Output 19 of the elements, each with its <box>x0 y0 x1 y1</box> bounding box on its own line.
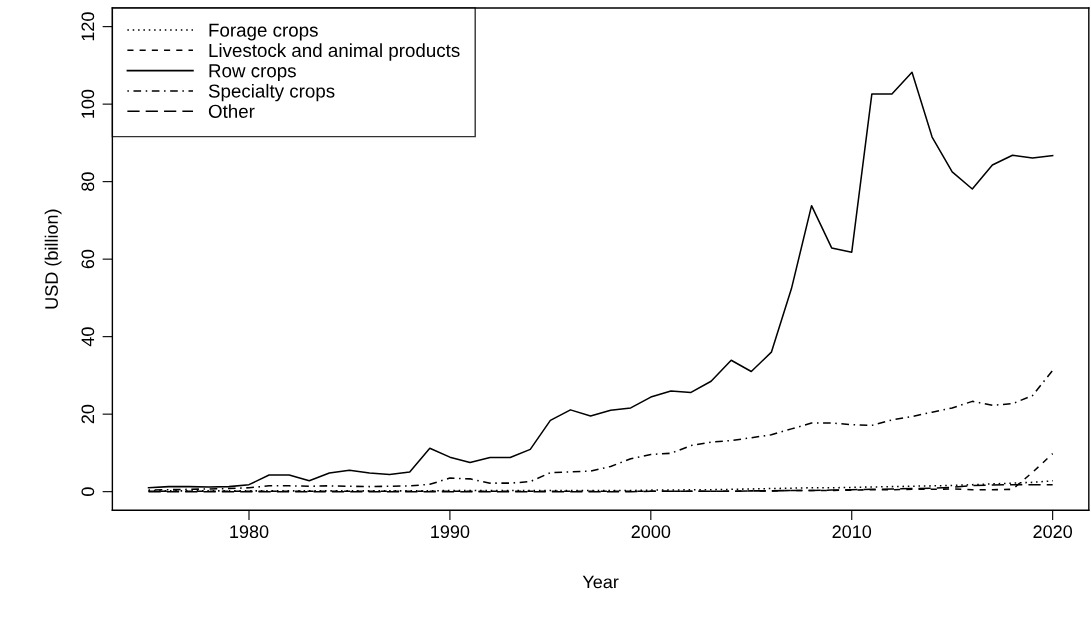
x-tick-label: 2020 <box>1033 525 1073 539</box>
y-tick-label: 80 <box>81 172 95 191</box>
x-axis-title: Year <box>582 575 619 589</box>
legend-label: Livestock and animal products <box>209 43 460 61</box>
y-tick-label: 20 <box>81 404 95 424</box>
x-tick-label: 2000 <box>631 525 671 539</box>
y-tick-label: 60 <box>81 249 95 269</box>
x-tick-label: 1980 <box>230 525 269 539</box>
y-tick-label: 0 <box>81 487 95 496</box>
y-tick-label: 120 <box>81 12 95 41</box>
x-tick-label: 2010 <box>832 525 872 539</box>
legend-label: Forage crops <box>209 23 318 41</box>
legend-label: Specialty crops <box>208 83 335 102</box>
legend-label: Other <box>208 104 255 118</box>
legend-label: Row crops <box>209 64 296 82</box>
y-tick-label: 40 <box>81 327 95 347</box>
y-tick-label: 100 <box>81 89 95 118</box>
x-tick-label: 1990 <box>431 525 470 539</box>
y-axis-title: USD (billion) <box>44 209 62 309</box>
